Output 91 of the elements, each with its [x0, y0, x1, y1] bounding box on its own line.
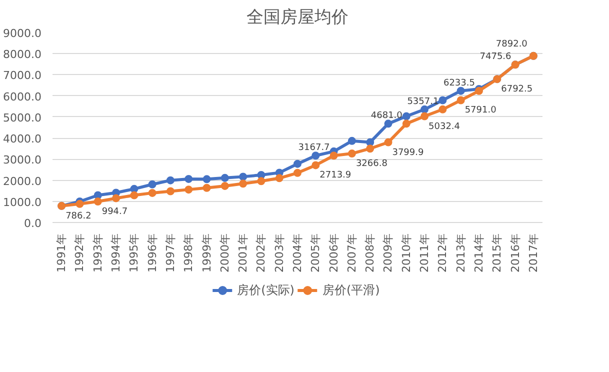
- point: [294, 168, 302, 177]
- point: [456, 86, 465, 95]
- point: [166, 187, 174, 196]
- x-tick-label: 1992年: [73, 233, 86, 272]
- data-label: 7892.0: [496, 39, 528, 50]
- x-tick-label: 1994年: [110, 233, 123, 272]
- point: [239, 172, 248, 181]
- point: [166, 176, 174, 184]
- point: [456, 96, 465, 104]
- point: [130, 191, 138, 200]
- point: [312, 161, 320, 170]
- y-tick-label: 4000.0: [3, 132, 42, 146]
- point: [384, 120, 392, 128]
- x-tick-label: 2015年: [490, 233, 504, 272]
- y-tick-label: 0.0: [24, 217, 42, 230]
- point: [112, 194, 120, 202]
- x-tick-label: 2017年: [526, 233, 540, 272]
- x-tick-label: 1993年: [91, 233, 104, 272]
- point: [438, 96, 447, 104]
- point: [148, 188, 156, 197]
- x-tick-label: 1995年: [128, 233, 141, 272]
- point: [330, 152, 338, 160]
- data-label: 4681.0: [370, 111, 403, 122]
- x-tick-label: 1997年: [164, 233, 177, 272]
- y-tick-label: 6000.0: [3, 90, 42, 104]
- point: [402, 120, 410, 128]
- legend-label: 房价(实际): [237, 282, 294, 298]
- x-tick-label: 2002年: [254, 233, 268, 272]
- point: [402, 112, 410, 120]
- y-tick-label: 2000.0: [3, 174, 42, 188]
- x-tick-label: 2013年: [454, 233, 468, 272]
- data-label: 3799.9: [392, 148, 424, 158]
- point: [220, 182, 229, 190]
- data-label: 7475.6: [480, 52, 512, 62]
- point: [348, 150, 356, 158]
- data-label: 2713.9: [320, 170, 352, 181]
- point: [184, 174, 193, 183]
- x-tick-label: 2014年: [472, 233, 486, 272]
- point: [420, 112, 429, 120]
- point: [294, 160, 302, 168]
- y-tick-label: 7000.0: [3, 69, 42, 82]
- point: [366, 144, 374, 153]
- x-tick-label: 1999年: [200, 233, 214, 272]
- data-label: 3266.8: [356, 159, 388, 170]
- point: [202, 175, 211, 184]
- point: [420, 105, 429, 114]
- point: [76, 200, 84, 208]
- y-tick-label: 5000.0: [3, 111, 42, 124]
- data-label: 786.2: [66, 211, 92, 222]
- data-label: 3167.7: [298, 143, 330, 154]
- x-tick-label: 2016年: [508, 233, 522, 272]
- x-tick-label: 2006年: [327, 233, 340, 272]
- point: [438, 105, 447, 114]
- point: [94, 198, 102, 206]
- y-tick-label: 3000.0: [3, 154, 42, 167]
- x-tick-label: 1996年: [146, 233, 159, 272]
- point: [348, 136, 356, 145]
- chart-title: 全国房屋均价: [246, 8, 348, 28]
- point: [130, 184, 138, 193]
- legend-label: 房价(平滑): [322, 282, 380, 298]
- x-tick-label: 2005年: [309, 233, 322, 272]
- point: [148, 180, 156, 188]
- x-tick-label: 2004年: [291, 233, 304, 272]
- x-tick-label: 2010年: [400, 233, 413, 272]
- y-tick-label: 8000.0: [3, 48, 42, 62]
- x-tick-label: 1998年: [182, 233, 196, 272]
- x-tick-label: 2012年: [436, 233, 450, 272]
- data-label: 994.7: [102, 207, 128, 217]
- point: [257, 177, 266, 186]
- data-label: 6233.5: [443, 78, 475, 88]
- x-tick-label: 1991年: [55, 233, 68, 272]
- data-label: 5791.0: [464, 106, 497, 116]
- point: [275, 174, 284, 182]
- x-tick-label: 2003年: [272, 233, 286, 272]
- y-tick-label: 1000.0: [3, 196, 42, 209]
- data-label: 5357.1: [407, 96, 439, 107]
- data-label: 6792.5: [501, 84, 533, 95]
- x-tick-label: 2000年: [218, 233, 232, 272]
- x-tick-label: 2007年: [345, 233, 358, 272]
- x-tick-label: 2009年: [382, 233, 395, 272]
- point: [384, 138, 392, 146]
- point: [184, 186, 193, 194]
- point: [220, 174, 229, 182]
- x-tick-label: 2011年: [418, 233, 432, 272]
- point: [312, 152, 320, 160]
- data-label: 5032.4: [428, 122, 460, 132]
- point: [239, 180, 248, 188]
- x-tick-label: 2008年: [364, 233, 377, 272]
- y-tick-label: 9000.0: [3, 27, 42, 40]
- x-tick-label: 2001年: [236, 233, 250, 272]
- point: [202, 184, 211, 192]
